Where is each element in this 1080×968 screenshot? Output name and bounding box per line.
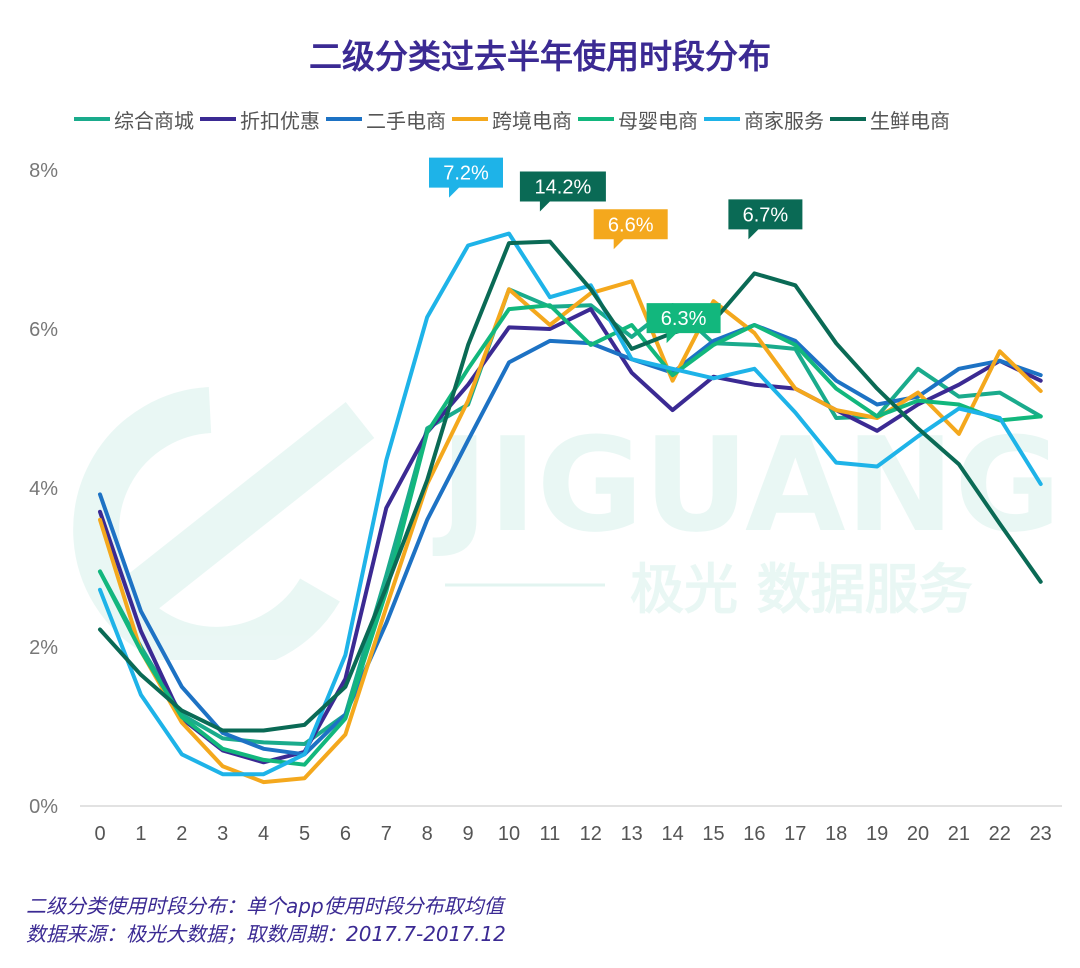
x-tick-label: 7 xyxy=(381,823,392,845)
legend-swatch xyxy=(74,117,110,121)
footnote-source: 数据来源：极光大数据；取数周期：2017.7-2017.12 xyxy=(26,922,506,946)
x-tick-label: 15 xyxy=(702,823,724,845)
line-chart: 0%2%4%6%8%0 1 2 3 4 5 6 7 8 9 10 11 12 13 14 15 16 17 18 19… xyxy=(29,157,1062,845)
legend-swatch xyxy=(578,117,614,121)
callout-label: 6.7% xyxy=(743,204,789,226)
chart-legend: 综合商城 折扣优惠 二手电商 跨境电商 母婴电商 商家服务 生鲜电商 xyxy=(74,104,956,134)
series-line xyxy=(98,287,1043,746)
x-tick-label: 23 xyxy=(1030,823,1052,845)
x-tick-label: 4 xyxy=(258,823,269,845)
x-tick-label: 13 xyxy=(621,823,643,845)
callout-box xyxy=(519,171,606,212)
x-tick-label: 17 xyxy=(784,823,806,845)
x-tick-label: 18 xyxy=(825,823,847,845)
legend-label: 综合商城 xyxy=(114,108,194,133)
x-tick-label: 10 xyxy=(498,823,520,845)
x-tick-label: 2 xyxy=(176,823,187,845)
series-line xyxy=(98,303,1043,767)
chart-title: 二级分类过去半年使用时段分布 xyxy=(309,37,771,76)
series-line xyxy=(98,307,1043,765)
callout-box xyxy=(728,199,803,240)
x-tick-label: 11 xyxy=(540,823,561,845)
legend-label: 折扣优惠 xyxy=(240,108,320,133)
x-tick-label: 6 xyxy=(340,823,351,845)
x-tick-label: 20 xyxy=(907,823,929,845)
legend-swatch xyxy=(200,117,236,121)
legend-item: 折扣优惠 xyxy=(200,105,320,134)
legend-label: 生鲜电商 xyxy=(870,108,950,133)
y-tick-label: 6% xyxy=(29,319,58,341)
footnotes: 二级分类使用时段分布：单个app使用时段分布取均值 数据来源：极光大数据；取数周… xyxy=(26,892,506,948)
callout-label: 6.6% xyxy=(608,214,654,236)
legend-swatch xyxy=(452,117,488,121)
x-tick-label: 21 xyxy=(948,823,970,845)
legend-label: 商家服务 xyxy=(744,108,824,133)
y-tick-label: 4% xyxy=(29,478,58,500)
callout-label: 7.2% xyxy=(443,163,489,185)
legend-swatch xyxy=(830,117,866,121)
series-line xyxy=(98,323,1043,757)
series-line xyxy=(98,239,1043,733)
callout-box xyxy=(429,157,503,198)
legend-item: 商家服务 xyxy=(704,105,824,134)
callout-box xyxy=(593,209,668,250)
x-tick-label: 5 xyxy=(299,823,310,845)
legend-item: 生鲜电商 xyxy=(830,105,950,134)
legend-item: 母婴电商 xyxy=(578,105,698,134)
y-tick-label: 0% xyxy=(29,796,58,818)
x-tick-label: 9 xyxy=(463,823,474,845)
callout-label: 14.2% xyxy=(535,177,592,199)
callout-box xyxy=(646,303,721,344)
legend-item: 二手电商 xyxy=(326,105,446,134)
y-tick-label: 2% xyxy=(29,637,58,659)
legend-label: 二手电商 xyxy=(366,108,446,133)
x-tick-label: 8 xyxy=(422,823,433,845)
footnote-method: 二级分类使用时段分布：单个app使用时段分布取均值 xyxy=(26,894,504,918)
x-tick-label: 1 xyxy=(135,823,146,845)
x-tick-label: 19 xyxy=(866,823,888,845)
x-tick-label: 0 xyxy=(94,823,105,845)
series-line xyxy=(98,231,1043,777)
series-line xyxy=(98,279,1043,785)
x-tick-label: 3 xyxy=(217,823,228,845)
x-tick-label: 12 xyxy=(580,823,602,845)
legend-swatch xyxy=(704,117,740,121)
x-tick-label: 14 xyxy=(661,823,683,845)
legend-item: 综合商城 xyxy=(74,105,194,134)
legend-item: 跨境电商 xyxy=(452,105,572,134)
callout-label: 6.3% xyxy=(661,308,707,330)
legend-label: 跨境电商 xyxy=(492,108,572,133)
legend-swatch xyxy=(326,117,362,121)
y-tick-label: 8% xyxy=(29,160,58,182)
x-tick-label: 16 xyxy=(743,823,765,845)
x-tick-label: 22 xyxy=(989,823,1011,845)
legend-label: 母婴电商 xyxy=(618,108,698,133)
